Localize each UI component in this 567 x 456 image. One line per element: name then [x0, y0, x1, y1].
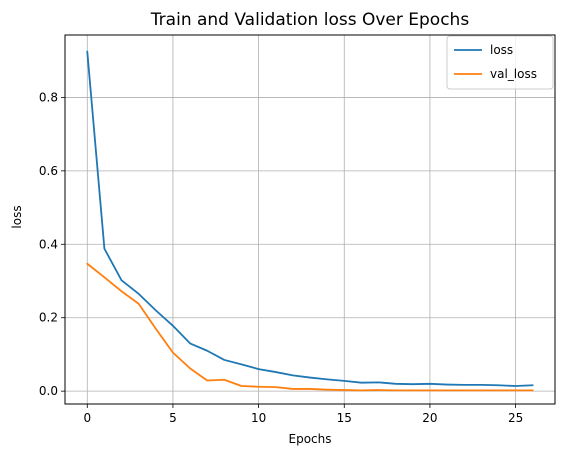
x-tick-label: 15 [337, 411, 352, 425]
legend-label-loss: loss [490, 43, 513, 57]
ticks: 0 5 10 15 20 25 0.0 0.2 0.4 0.6 0.8 [39, 90, 523, 425]
y-tick-label: 0.6 [39, 164, 58, 178]
grid [65, 35, 555, 404]
x-tick-label: 10 [251, 411, 266, 425]
x-tick-label: 25 [508, 411, 523, 425]
y-tick-label: 0.4 [39, 237, 58, 251]
series-layer [86, 50, 534, 392]
x-tick-label: 0 [83, 411, 91, 425]
x-tick-label: 5 [169, 411, 177, 425]
legend-label-val-loss: val_loss [490, 67, 537, 81]
x-axis-label: Epochs [289, 432, 332, 446]
y-tick-label: 0.8 [39, 90, 58, 104]
legend: loss val_loss [446, 35, 554, 90]
series-line-val-loss [86, 262, 534, 392]
x-tick-label: 20 [422, 411, 437, 425]
y-tick-label: 0.2 [39, 311, 58, 325]
y-tick-label: 0.0 [39, 384, 58, 398]
series-line-loss [86, 50, 534, 387]
plot-frame [64, 34, 556, 405]
y-axis-label: loss [10, 205, 24, 228]
chart-title: Train and Validation loss Over Epochs [150, 10, 470, 30]
